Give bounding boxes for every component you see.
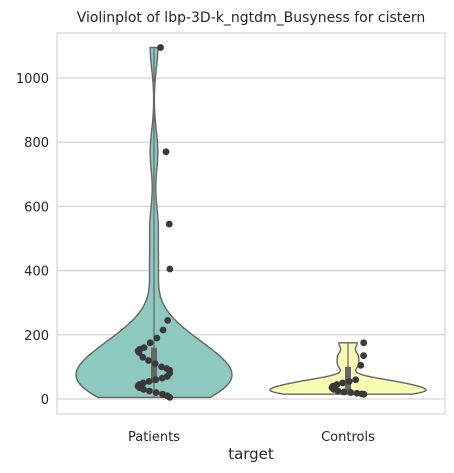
y-tick-label: 400: [24, 265, 49, 280]
data-point: [334, 387, 342, 395]
data-point: [151, 360, 159, 368]
y-tick-label: 800: [24, 136, 49, 151]
data-point: [345, 377, 353, 385]
data-point: [159, 326, 167, 334]
x-axis-title: target: [228, 445, 274, 463]
data-point: [157, 44, 164, 51]
x-tick-label: Controls: [321, 430, 375, 445]
data-points: [134, 44, 368, 401]
data-point: [162, 148, 170, 156]
data-point: [340, 388, 348, 396]
data-point: [166, 265, 174, 273]
data-point: [145, 377, 153, 385]
data-point: [152, 376, 160, 384]
data-point: [164, 316, 172, 324]
data-point: [139, 353, 147, 361]
data-point: [360, 339, 368, 347]
data-point: [339, 379, 346, 387]
y-tick-label: 0: [41, 393, 49, 408]
data-point: [360, 390, 368, 398]
data-point: [140, 385, 147, 393]
data-point: [153, 334, 161, 342]
data-point: [165, 220, 173, 228]
y-axis-ticks: 0 200 400 600 800 1000: [16, 72, 49, 408]
data-point: [152, 389, 160, 396]
data-point: [357, 361, 365, 369]
y-tick-label: 200: [24, 329, 49, 344]
y-tick-label: 600: [24, 200, 49, 215]
data-point: [146, 339, 154, 347]
data-point: [360, 352, 367, 360]
data-point: [158, 363, 165, 371]
x-axis-ticks: Patients Controls: [128, 430, 375, 445]
data-point: [166, 393, 174, 401]
data-point: [347, 389, 355, 396]
data-point: [352, 376, 360, 384]
y-tick-label: 1000: [16, 72, 49, 87]
data-point: [146, 387, 153, 395]
data-point: [158, 374, 166, 382]
data-point: [145, 357, 152, 364]
data-point: [135, 349, 143, 356]
x-tick-label: Patients: [128, 430, 180, 445]
chart-title: Violinplot of lbp-3D-k_ngtdm_Busyness fo…: [77, 10, 426, 26]
